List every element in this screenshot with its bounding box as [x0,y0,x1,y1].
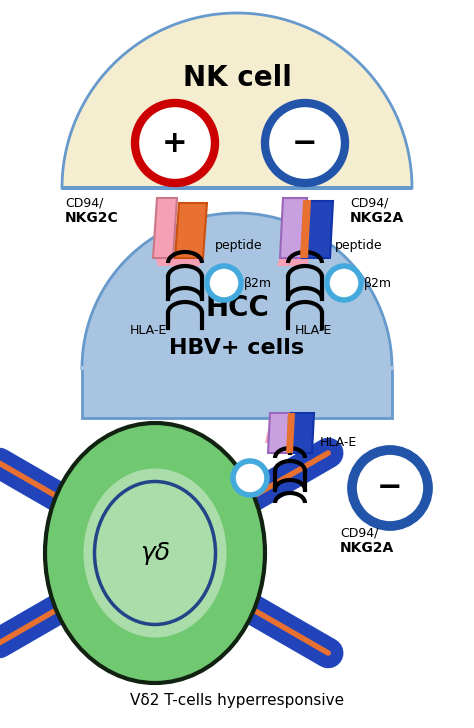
Text: CD94/: CD94/ [350,197,388,210]
Text: −: − [377,473,403,502]
Text: +: + [162,129,188,157]
Polygon shape [62,13,412,188]
Text: γδ: γδ [140,541,170,565]
Polygon shape [277,256,310,266]
Polygon shape [280,198,307,258]
Text: −: − [292,129,318,157]
Polygon shape [268,413,293,453]
Text: Vδ2 T-cells hyperresponsive: Vδ2 T-cells hyperresponsive [130,692,344,708]
Polygon shape [286,413,295,453]
Text: NKG2A: NKG2A [350,211,404,225]
Polygon shape [175,203,207,258]
Polygon shape [300,200,311,258]
Ellipse shape [83,469,227,638]
Ellipse shape [45,423,265,683]
Text: NKG2A: NKG2A [340,541,394,555]
Text: CD94/: CD94/ [65,197,103,210]
Polygon shape [155,256,203,266]
Polygon shape [82,368,392,418]
Text: HLA-E: HLA-E [295,325,332,338]
Polygon shape [153,198,177,258]
Text: HLA-E: HLA-E [130,325,167,338]
Text: HBV+ cells: HBV+ cells [169,338,305,358]
Circle shape [352,450,428,526]
Text: CD94/: CD94/ [340,526,378,539]
Polygon shape [265,430,308,443]
Circle shape [327,266,361,300]
Polygon shape [302,201,333,258]
Text: HLA-E: HLA-E [320,437,357,449]
Text: β2m: β2m [244,277,272,290]
Text: β2m: β2m [364,277,392,290]
Circle shape [265,103,345,183]
Polygon shape [82,213,392,368]
Circle shape [233,461,267,495]
Circle shape [207,266,241,300]
Circle shape [135,103,215,183]
Text: NK cell: NK cell [182,64,292,92]
Text: peptide: peptide [335,239,383,251]
Text: peptide: peptide [215,239,263,251]
Text: HCC: HCC [205,294,269,322]
Text: NKG2C: NKG2C [65,211,119,225]
Polygon shape [289,413,314,453]
